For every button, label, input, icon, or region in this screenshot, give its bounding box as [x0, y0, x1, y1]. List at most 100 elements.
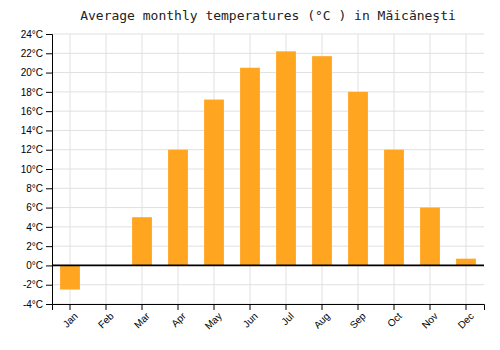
tick: Apr [169, 304, 188, 329]
grid-line [52, 149, 484, 150]
grid-line [52, 207, 484, 208]
x-axis: Jan Feb Mar Apr May Jun Jul Aug Sep Oct Nov Dec [53, 304, 485, 332]
tick: -2°C [23, 279, 52, 290]
tick-label: 8°C [26, 183, 43, 194]
bar [240, 68, 260, 266]
axis-line [46, 35, 53, 305]
grid-line [52, 53, 484, 54]
grid-line [52, 188, 484, 189]
tick-label: 12°C [21, 144, 43, 155]
tick: 0°C [26, 260, 52, 271]
tick: 6°C [26, 202, 52, 213]
tick-label: Jan [61, 310, 80, 329]
grid-line [70, 34, 71, 304]
tick-mark [46, 92, 52, 93]
tick-mark [46, 130, 52, 131]
tick-mark [142, 304, 143, 310]
grid-line [52, 91, 484, 92]
tick: Sep [348, 304, 369, 331]
tick-label: Feb [96, 310, 116, 330]
tick-label: Mar [132, 310, 152, 330]
tick-label: 2°C [26, 241, 43, 252]
tick: 22°C [21, 48, 52, 59]
tick: Aug [312, 304, 332, 331]
tick-label: 10°C [21, 164, 43, 175]
tick-label: Jun [241, 310, 260, 329]
bar [168, 150, 188, 266]
grid-line [106, 34, 107, 304]
tick-mark [46, 53, 52, 54]
tick-label: 18°C [21, 87, 43, 98]
tick: Feb [96, 304, 116, 330]
bar [456, 259, 476, 266]
tick: 20°C [21, 67, 52, 78]
tick-mark [46, 304, 52, 305]
tick: Dec [456, 304, 476, 331]
tick-label: Oct [385, 310, 404, 329]
bar [384, 150, 404, 266]
tick-mark [466, 304, 467, 310]
tick-mark [106, 304, 107, 310]
tick-mark [46, 169, 52, 170]
tick-label: 4°C [26, 222, 43, 233]
tick-label: 20°C [21, 67, 43, 78]
plot: -4°C -2°C 0°C 2°C 4°C 6°C 8°C 10°C 12°C 14°C 16°C 1… [21, 29, 485, 332]
tick-mark [46, 285, 52, 286]
tick: -4°C [23, 299, 52, 310]
grid-line [52, 246, 484, 247]
tick-label: 16°C [21, 106, 43, 117]
grid-line [52, 111, 484, 112]
tick-mark [358, 304, 359, 310]
tick: 14°C [21, 125, 52, 136]
tick-label: -2°C [23, 279, 43, 290]
tick: 12°C [21, 144, 52, 155]
zero-line [52, 265, 484, 267]
tick: 16°C [21, 106, 52, 117]
tick-label: 6°C [26, 202, 43, 213]
tick-mark [430, 304, 431, 310]
tick: May [203, 304, 224, 332]
bars [52, 51, 484, 289]
bar [132, 217, 152, 265]
tick: Mar [132, 304, 152, 330]
tick-label: 14°C [21, 125, 43, 136]
tick-label: 22°C [21, 48, 43, 59]
tick-label: Jul [279, 310, 296, 327]
tick-label: Sep [348, 310, 369, 331]
tick-mark [286, 304, 287, 310]
tick-mark [322, 304, 323, 310]
tick: Nov [420, 304, 440, 331]
grid-line [52, 284, 484, 285]
tick-mark [46, 73, 52, 74]
tick: 8°C [26, 183, 52, 194]
tick: 18°C [21, 87, 52, 98]
tick-label: 0°C [26, 260, 43, 271]
bar [312, 56, 332, 265]
bar [348, 92, 368, 266]
tick-label: Dec [456, 310, 476, 330]
tick-label: Apr [169, 310, 188, 329]
tick-mark [46, 208, 52, 209]
tick-mark [70, 304, 71, 310]
bar [60, 265, 80, 289]
axis-line [53, 305, 485, 311]
tick-mark [46, 34, 52, 35]
tick-mark [46, 227, 52, 228]
y-axis: -4°C -2°C 0°C 2°C 4°C 6°C 8°C 10°C 12°C 14°C 16°C 1… [21, 29, 53, 310]
tick-mark [394, 304, 395, 310]
grid-line [52, 265, 484, 266]
tick-mark [46, 265, 52, 266]
tick-label: May [203, 310, 224, 331]
grid-line [52, 34, 484, 35]
tick-mark [214, 304, 215, 310]
bar [420, 208, 440, 266]
tick-mark [46, 150, 52, 151]
tick-mark [46, 188, 52, 189]
bar [276, 51, 296, 265]
tick: Jun [241, 304, 260, 330]
tick: 2°C [26, 241, 52, 252]
grid-line [52, 169, 484, 170]
tick-label: 24°C [21, 29, 43, 40]
tick: 24°C [21, 29, 52, 40]
grid [52, 34, 484, 304]
